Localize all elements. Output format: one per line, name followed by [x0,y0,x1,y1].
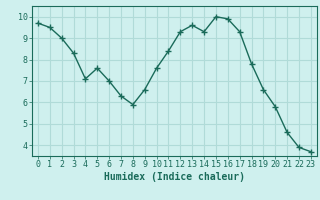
X-axis label: Humidex (Indice chaleur): Humidex (Indice chaleur) [104,172,245,182]
